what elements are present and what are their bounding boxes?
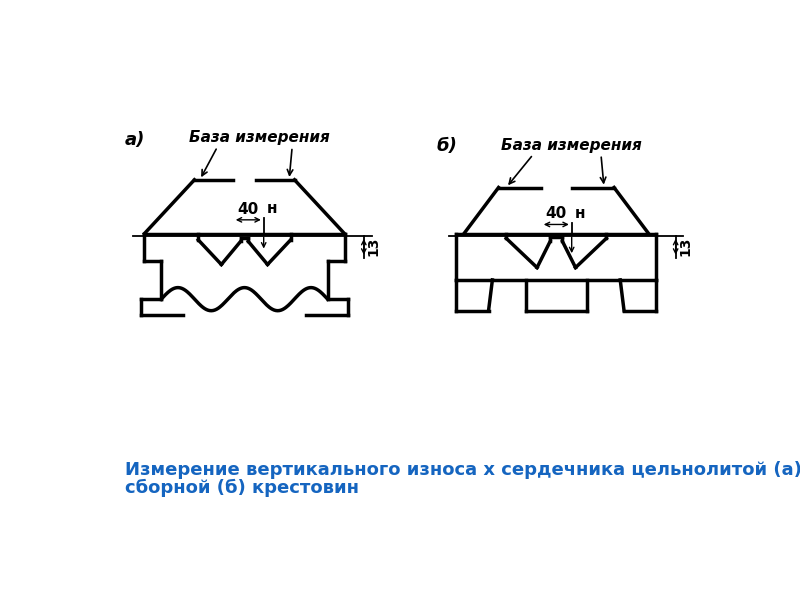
Text: а): а)	[125, 131, 146, 149]
Text: сборной (б) крестовин: сборной (б) крестовин	[125, 479, 359, 497]
Text: 13: 13	[367, 237, 381, 256]
Text: н: н	[266, 201, 278, 216]
Text: База измерения: База измерения	[190, 130, 330, 145]
Text: Измерение вертикального износа х сердечника цельнолитой (а) и: Измерение вертикального износа х сердечн…	[125, 461, 800, 479]
Text: 40: 40	[238, 202, 259, 217]
Text: 13: 13	[678, 237, 693, 256]
Text: База измерения: База измерения	[502, 138, 642, 153]
Text: б): б)	[437, 137, 458, 155]
Text: н: н	[574, 206, 586, 221]
Text: 40: 40	[546, 206, 567, 221]
